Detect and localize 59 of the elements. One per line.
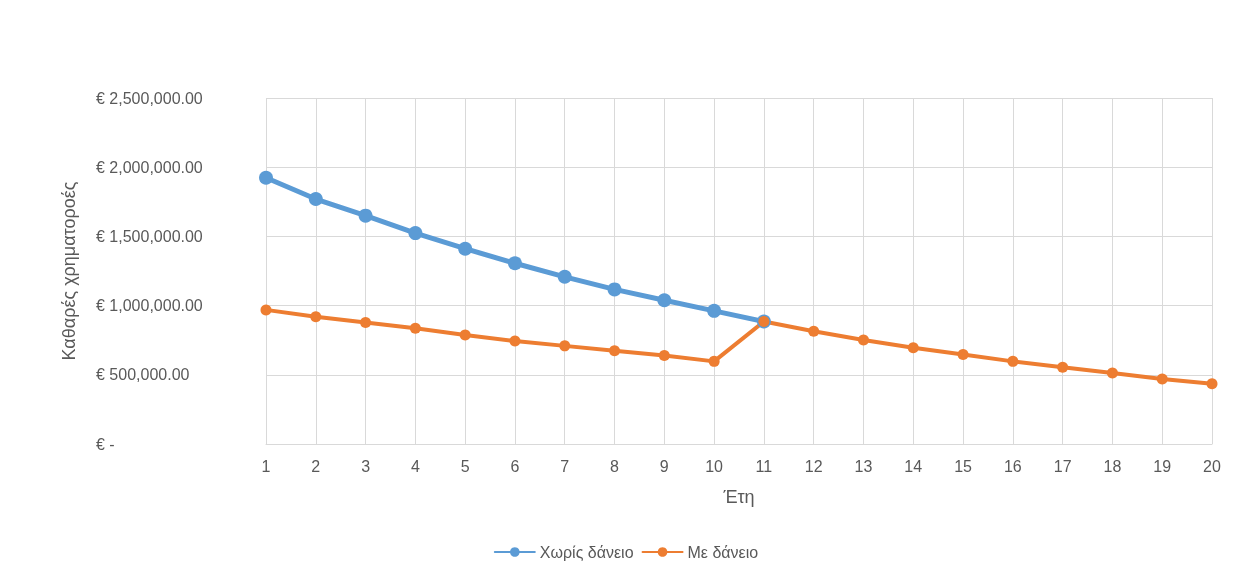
x-tick-label: 18: [1103, 457, 1122, 475]
point: [360, 316, 372, 328]
point: [310, 311, 322, 323]
point: [1156, 373, 1168, 385]
y-axis-title: Καθαρές χρηματοροές: [59, 181, 79, 361]
point: [657, 293, 672, 308]
point: [1106, 367, 1118, 379]
point: [708, 355, 720, 367]
x-tick-label: 1: [261, 457, 271, 475]
legend-label: Με δάνειο: [687, 543, 759, 561]
y-tick-label: € 2,500,000.00: [96, 89, 203, 107]
x-tick-label: 12: [804, 457, 823, 475]
point: [957, 349, 969, 361]
x-tick-label: 10: [705, 457, 724, 475]
y-tick-label: € 500,000.00: [96, 366, 190, 384]
x-tick-label: 9: [659, 457, 669, 475]
x-tick-label: 20: [1203, 457, 1221, 475]
point: [658, 350, 670, 362]
y-tick-label: € 1,000,000.00: [96, 297, 203, 315]
x-tick-label: 3: [361, 457, 371, 475]
point: [1057, 361, 1069, 373]
point: [409, 322, 421, 334]
point: [260, 304, 272, 316]
x-axis-title: Έτη: [722, 487, 755, 507]
point: [707, 303, 722, 318]
point: [507, 256, 522, 271]
x-tick-label: 19: [1153, 457, 1172, 475]
point: [358, 208, 373, 223]
x-tick-label: 11: [755, 457, 773, 475]
point: [607, 282, 622, 297]
y-tick-label: € 2,000,000.00: [96, 158, 203, 176]
point: [458, 241, 473, 256]
point: [308, 192, 323, 207]
point: [259, 170, 273, 185]
point: [609, 345, 621, 357]
point: [559, 340, 571, 352]
x-tick-label: 13: [854, 457, 873, 475]
x-tick-label: 14: [904, 457, 923, 475]
point: [557, 269, 572, 284]
point: [857, 334, 869, 346]
point: [907, 342, 919, 354]
point: [509, 335, 521, 347]
x-tick-label: 7: [560, 457, 570, 475]
x-tick-label: 4: [410, 457, 420, 475]
legend-label: Χωρίς δάνειο: [539, 543, 634, 561]
y-tick-label: € -: [96, 435, 115, 453]
point: [459, 329, 471, 341]
x-tick-label: 6: [510, 457, 520, 475]
x-tick-label: 16: [1003, 457, 1022, 475]
x-tick-label: 17: [1053, 457, 1072, 475]
x-tick-label: 2: [311, 457, 321, 475]
x-tick-label: 15: [954, 457, 973, 475]
point: [808, 325, 820, 337]
x-tick-label: 8: [610, 457, 620, 475]
x-tick-label: 5: [460, 457, 470, 475]
y-tick-label: € 1,500,000.00: [96, 227, 203, 245]
point: [408, 226, 423, 241]
point: [1206, 378, 1218, 390]
point: [1007, 355, 1019, 367]
